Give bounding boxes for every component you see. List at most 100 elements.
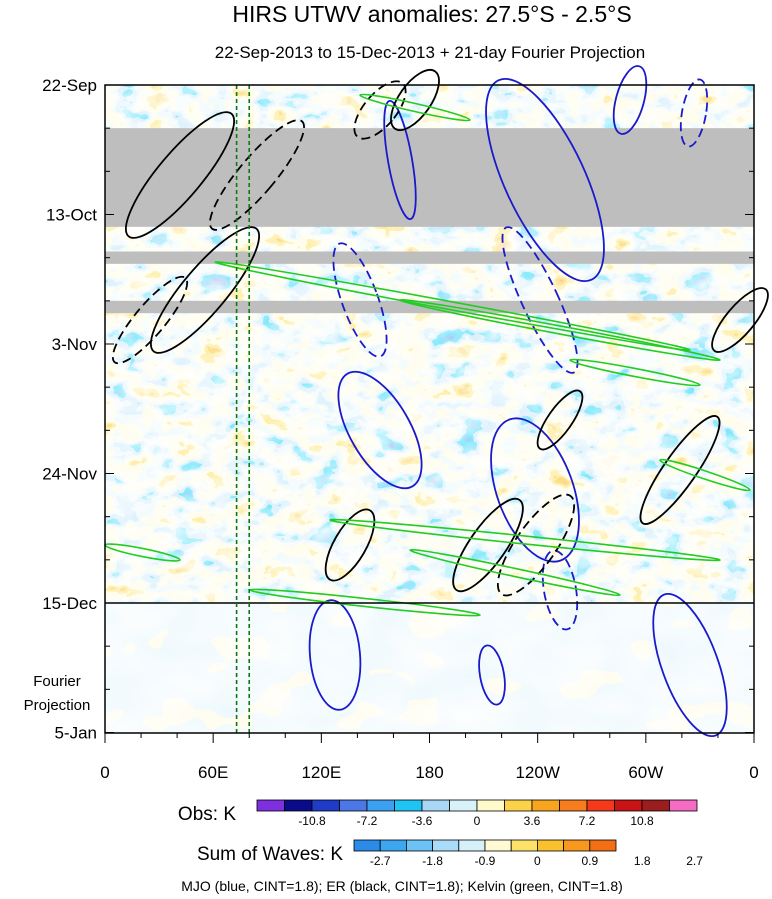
colorbar-swatch xyxy=(421,799,450,812)
missing-data-bands xyxy=(105,128,754,314)
colorbar-swatch xyxy=(284,799,313,812)
kelvin-contour xyxy=(409,548,621,597)
mjo-contour xyxy=(679,78,709,148)
mjo-contour xyxy=(383,99,417,221)
colorbar-tick-label: -1.8 xyxy=(422,854,443,868)
reference-lines xyxy=(105,85,754,733)
er-contour xyxy=(536,389,584,451)
y-tick-label: 24-Nov xyxy=(42,465,97,484)
colorbar-tick-label: -3.6 xyxy=(412,814,433,828)
obs-colorbar-label: Obs: K xyxy=(178,804,236,825)
chart-subtitle: 22-Sep-2013 to 15-Dec-2013 + 21-day Four… xyxy=(215,43,645,62)
mjo-contour xyxy=(541,549,579,631)
y-tick-label: 15-Dec xyxy=(42,594,97,613)
missing-data-band xyxy=(105,300,754,314)
colorbar-swatch xyxy=(379,839,407,852)
mjo-contour xyxy=(332,242,388,358)
er-contour xyxy=(111,275,189,365)
colorbar-tick-label: -7.2 xyxy=(357,814,378,828)
colorbar-swatch xyxy=(559,799,588,812)
x-tick-label: 0 xyxy=(749,763,758,782)
x-tick-label: 180 xyxy=(415,763,443,782)
colorbar-swatch xyxy=(405,839,433,852)
colorbar-swatch xyxy=(449,799,478,812)
colorbar-swatch xyxy=(256,799,285,812)
colorbar-swatch xyxy=(366,799,395,812)
colorbar-swatch xyxy=(432,839,460,852)
waves-colorbar-label: Sum of Waves: K xyxy=(197,844,343,865)
y-axis: 22-Sep 13-Oct 3-Nov 24-Nov 15-Dec 5-Jan xyxy=(42,76,754,743)
mjo-contour xyxy=(612,65,648,135)
colorbar-tick-label: 3.6 xyxy=(524,814,541,828)
kelvin-contour xyxy=(399,298,721,362)
x-tick-label: 60W xyxy=(628,763,663,782)
colorbar-tick-label: 10.8 xyxy=(630,814,654,828)
x-tick-label: 120W xyxy=(515,763,559,782)
projection-label-line2: Projection xyxy=(24,697,91,714)
kelvin-contour xyxy=(359,93,471,122)
colorbar-swatch xyxy=(484,839,512,852)
colorbar-tick-label: 1.8 xyxy=(634,854,651,868)
colorbar-swatch xyxy=(394,799,423,812)
mjo-contour xyxy=(485,77,605,283)
er-contour xyxy=(324,508,376,582)
er-contour xyxy=(496,493,576,597)
er-contour xyxy=(209,119,305,231)
colorbar-tick-label: -10.8 xyxy=(298,814,326,828)
er-contour xyxy=(124,111,236,239)
kelvin-contour xyxy=(329,518,721,562)
mjo-contour xyxy=(490,417,580,563)
footer-legend: MJO (blue, CINT=1.8); ER (black, CINT=1.… xyxy=(181,878,623,894)
mjo-contour xyxy=(478,644,506,706)
x-tick-label: 60E xyxy=(198,763,228,782)
colorbar-swatch xyxy=(641,799,670,812)
colorbar-swatch xyxy=(531,799,560,812)
x-axis: 0 60E 120E 180 120W 60W 0 xyxy=(100,733,759,782)
colorbar-swatch xyxy=(563,839,591,852)
colorbar-swatch xyxy=(476,799,505,812)
er-contour xyxy=(452,497,524,593)
mjo-contour xyxy=(308,599,362,711)
colorbar-swatch xyxy=(586,799,615,812)
missing-data-band xyxy=(105,251,754,264)
y-tick-label: 5-Jan xyxy=(54,724,97,743)
missing-data-band xyxy=(105,128,754,227)
colorbar-tick-label: 0 xyxy=(474,814,481,828)
mjo-contour xyxy=(337,370,423,490)
mjo-contour xyxy=(652,592,728,738)
colorbar-swatch xyxy=(510,839,538,852)
colorbar-tick-label: 0 xyxy=(534,854,541,868)
y-tick-label: 13-Oct xyxy=(46,206,97,225)
colorbar-swatch xyxy=(458,839,486,852)
plot-area xyxy=(104,65,769,738)
chart-title: HIRS UTWV anomalies: 27.5°S - 2.5°S xyxy=(232,1,631,27)
projection-label-line1: Fourier xyxy=(33,673,81,690)
waves-colorbar: -2.7 -1.8 -0.9 0 0.9 1.8 2.7 xyxy=(353,839,703,868)
x-tick-label: 120E xyxy=(301,763,341,782)
y-tick-label: 22-Sep xyxy=(42,76,97,95)
kelvin-contour xyxy=(659,458,751,492)
er-contour xyxy=(390,68,440,132)
colorbar-tick-label: -0.9 xyxy=(475,854,496,868)
colorbar-swatch xyxy=(353,839,381,852)
colorbar-tick-label: 0.9 xyxy=(581,854,598,868)
er-contour xyxy=(353,80,407,140)
colorbar-swatch xyxy=(614,799,643,812)
colorbar-tick-label: -2.7 xyxy=(370,854,391,868)
mjo-contour xyxy=(501,226,579,374)
colorbar-swatch xyxy=(504,799,533,812)
colorbar-swatch xyxy=(311,799,340,812)
colorbar-tick-label: 2.7 xyxy=(686,854,703,868)
kelvin-contour xyxy=(569,358,701,387)
colorbar-swatch xyxy=(669,799,698,812)
projected-field xyxy=(105,603,754,733)
colorbar-swatch xyxy=(537,839,565,852)
er-contour xyxy=(711,287,769,353)
obs-colorbar: -10.8 -7.2 -3.6 0 3.6 7.2 10.8 xyxy=(256,799,698,828)
colorbar-swatch xyxy=(339,799,368,812)
colorbar-tick-label: 7.2 xyxy=(579,814,596,828)
x-tick-label: 0 xyxy=(100,763,109,782)
er-contour xyxy=(149,226,261,354)
y-tick-label: 3-Nov xyxy=(52,335,98,354)
